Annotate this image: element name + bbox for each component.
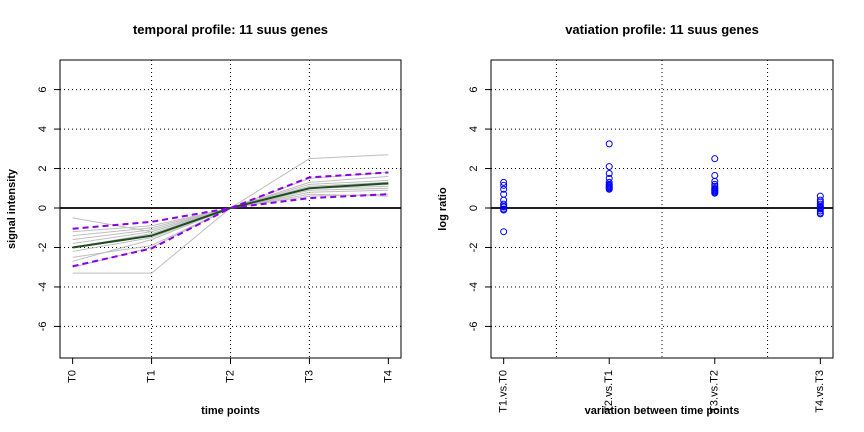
point <box>816 200 824 208</box>
y-tick-label: 0 <box>468 205 480 211</box>
y-tick-label: -4 <box>37 282 49 292</box>
x-tick-label: T1 <box>145 370 157 383</box>
x-tick-label: T4 <box>382 370 394 383</box>
y-tick-label: 2 <box>37 165 49 171</box>
y-axis-label: log ratio <box>437 187 449 231</box>
point <box>605 169 613 177</box>
y-tick-label: 6 <box>468 87 480 93</box>
point <box>711 171 719 179</box>
point <box>605 163 613 171</box>
point <box>816 205 824 213</box>
chart-title: temporal profile: 11 suus genes <box>133 22 328 37</box>
x-tick-label: T1.vs.T0 <box>498 370 510 413</box>
plot-frame <box>59 59 402 359</box>
band-line <box>72 193 389 268</box>
y-tick-label: -2 <box>468 243 480 253</box>
point <box>500 206 508 214</box>
band-line <box>72 171 389 230</box>
x-tick-label: T2 <box>224 370 236 383</box>
plot-frame <box>490 59 834 359</box>
point <box>500 228 508 236</box>
chart-title: vatiation profile: 11 suus genes <box>565 22 759 37</box>
y-axis-label: signal intensity <box>6 168 18 249</box>
x-tick-label: T0 <box>67 370 79 383</box>
x-tick-label: T2.vs.T1 <box>603 370 615 413</box>
y-tick-label: 2 <box>468 165 480 171</box>
point <box>711 177 719 185</box>
profile-line <box>72 182 389 249</box>
x-tick-label: T4.vs.T3 <box>814 370 826 413</box>
y-tick-label: 4 <box>468 126 480 132</box>
x-tick-label: T3 <box>303 370 315 383</box>
y-tick-label: 0 <box>37 205 49 211</box>
profile-line <box>72 171 389 233</box>
point <box>500 203 508 211</box>
point <box>816 210 824 218</box>
profile-line <box>72 187 389 258</box>
point <box>605 185 613 193</box>
point <box>711 155 719 163</box>
y-tick-label: -6 <box>468 322 480 332</box>
point <box>500 181 508 189</box>
point <box>500 178 508 186</box>
y-tick-label: -6 <box>37 322 49 332</box>
point <box>605 140 613 148</box>
point <box>500 185 508 193</box>
x-axis-label: time points <box>201 405 260 417</box>
y-tick-label: -2 <box>37 243 49 253</box>
y-tick-label: 4 <box>37 126 49 132</box>
y-tick-label: 6 <box>37 87 49 93</box>
y-tick-label: -4 <box>468 282 480 292</box>
point <box>816 207 824 215</box>
point <box>711 189 719 197</box>
x-tick-label: T3.vs.T2 <box>709 370 721 413</box>
x-axis-label: variation between time points <box>585 405 740 417</box>
